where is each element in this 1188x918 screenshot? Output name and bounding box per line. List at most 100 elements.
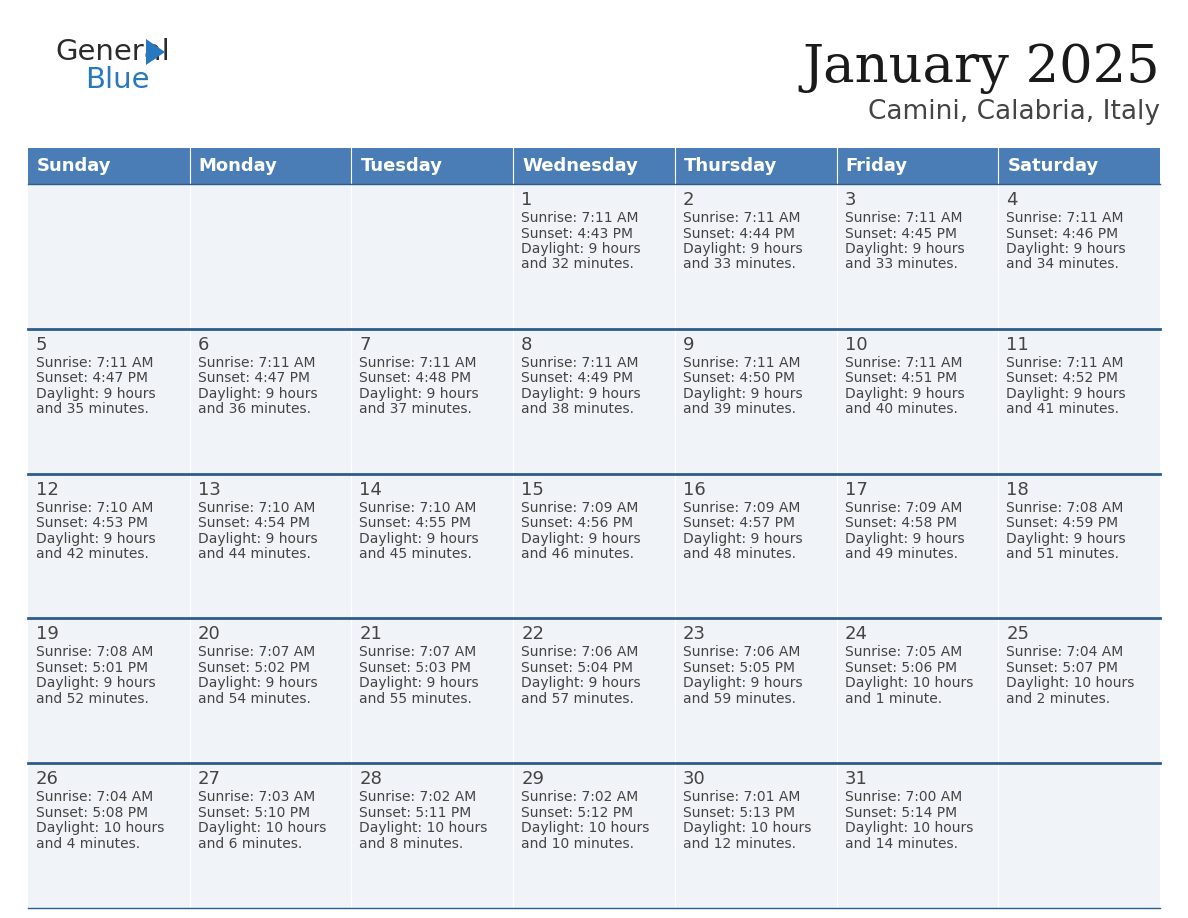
- Text: Sunrise: 7:11 AM: Sunrise: 7:11 AM: [522, 356, 639, 370]
- Text: Sunset: 4:51 PM: Sunset: 4:51 PM: [845, 371, 956, 386]
- Bar: [513, 184, 675, 329]
- Text: Friday: Friday: [846, 157, 908, 175]
- Bar: [352, 619, 513, 763]
- Text: Daylight: 9 hours: Daylight: 9 hours: [522, 386, 640, 401]
- Text: Daylight: 10 hours: Daylight: 10 hours: [360, 822, 488, 835]
- Text: Daylight: 9 hours: Daylight: 9 hours: [36, 386, 156, 401]
- Bar: [190, 619, 352, 763]
- Bar: [513, 329, 675, 474]
- Text: 20: 20: [197, 625, 221, 644]
- Bar: [352, 474, 513, 619]
- Text: Sunrise: 7:11 AM: Sunrise: 7:11 AM: [522, 211, 639, 225]
- Text: and 32 minutes.: and 32 minutes.: [522, 258, 634, 272]
- Bar: [29, 763, 190, 908]
- Text: Sunset: 5:04 PM: Sunset: 5:04 PM: [522, 661, 633, 675]
- Text: Sunset: 4:59 PM: Sunset: 4:59 PM: [1006, 516, 1118, 530]
- Text: Sunset: 4:56 PM: Sunset: 4:56 PM: [522, 516, 633, 530]
- Text: and 38 minutes.: and 38 minutes.: [522, 402, 634, 416]
- Text: Blue: Blue: [86, 66, 150, 94]
- Text: 30: 30: [683, 770, 706, 789]
- Text: Daylight: 9 hours: Daylight: 9 hours: [522, 677, 640, 690]
- Text: Daylight: 9 hours: Daylight: 9 hours: [197, 532, 317, 545]
- Text: 13: 13: [197, 481, 221, 498]
- Bar: [190, 329, 352, 474]
- Text: 8: 8: [522, 336, 532, 353]
- Text: and 36 minutes.: and 36 minutes.: [197, 402, 311, 416]
- Text: Sunset: 5:02 PM: Sunset: 5:02 PM: [197, 661, 310, 675]
- Text: 21: 21: [360, 625, 383, 644]
- Text: and 14 minutes.: and 14 minutes.: [845, 836, 958, 851]
- Text: Daylight: 9 hours: Daylight: 9 hours: [683, 242, 802, 256]
- Text: 16: 16: [683, 481, 706, 498]
- Bar: [836, 148, 998, 184]
- Text: and 6 minutes.: and 6 minutes.: [197, 836, 302, 851]
- Text: January 2025: January 2025: [802, 42, 1159, 94]
- Bar: [29, 619, 190, 763]
- Text: and 33 minutes.: and 33 minutes.: [845, 258, 958, 272]
- Text: and 57 minutes.: and 57 minutes.: [522, 692, 634, 706]
- Text: and 49 minutes.: and 49 minutes.: [845, 547, 958, 561]
- Text: 7: 7: [360, 336, 371, 353]
- Text: Camini, Calabria, Italy: Camini, Calabria, Italy: [868, 99, 1159, 125]
- Bar: [675, 763, 836, 908]
- Bar: [836, 619, 998, 763]
- Text: Sunrise: 7:08 AM: Sunrise: 7:08 AM: [1006, 500, 1124, 515]
- Text: 23: 23: [683, 625, 706, 644]
- Bar: [29, 184, 190, 329]
- Bar: [352, 148, 513, 184]
- Text: Sunrise: 7:11 AM: Sunrise: 7:11 AM: [683, 211, 801, 225]
- Text: Sunrise: 7:11 AM: Sunrise: 7:11 AM: [36, 356, 153, 370]
- Text: Daylight: 9 hours: Daylight: 9 hours: [845, 532, 965, 545]
- Text: Sunset: 5:07 PM: Sunset: 5:07 PM: [1006, 661, 1118, 675]
- Text: Sunset: 5:10 PM: Sunset: 5:10 PM: [197, 806, 310, 820]
- Bar: [190, 474, 352, 619]
- Text: Sunset: 4:58 PM: Sunset: 4:58 PM: [845, 516, 956, 530]
- Text: 31: 31: [845, 770, 867, 789]
- Text: Sunrise: 7:07 AM: Sunrise: 7:07 AM: [360, 645, 476, 659]
- Text: Daylight: 10 hours: Daylight: 10 hours: [197, 822, 326, 835]
- Text: 19: 19: [36, 625, 59, 644]
- Text: Monday: Monday: [198, 157, 278, 175]
- Text: Sunrise: 7:10 AM: Sunrise: 7:10 AM: [360, 500, 476, 515]
- Bar: [836, 474, 998, 619]
- Bar: [836, 329, 998, 474]
- Bar: [675, 619, 836, 763]
- Text: and 41 minutes.: and 41 minutes.: [1006, 402, 1119, 416]
- Text: and 55 minutes.: and 55 minutes.: [360, 692, 473, 706]
- Text: Daylight: 9 hours: Daylight: 9 hours: [197, 386, 317, 401]
- Polygon shape: [146, 39, 165, 65]
- Text: and 59 minutes.: and 59 minutes.: [683, 692, 796, 706]
- Bar: [190, 148, 352, 184]
- Text: 27: 27: [197, 770, 221, 789]
- Text: Daylight: 10 hours: Daylight: 10 hours: [36, 822, 164, 835]
- Bar: [836, 184, 998, 329]
- Text: Daylight: 9 hours: Daylight: 9 hours: [36, 677, 156, 690]
- Text: Sunset: 4:50 PM: Sunset: 4:50 PM: [683, 371, 795, 386]
- Text: Sunset: 4:47 PM: Sunset: 4:47 PM: [197, 371, 310, 386]
- Text: 10: 10: [845, 336, 867, 353]
- Text: Daylight: 9 hours: Daylight: 9 hours: [360, 532, 479, 545]
- Text: Sunrise: 7:11 AM: Sunrise: 7:11 AM: [1006, 211, 1124, 225]
- Text: and 37 minutes.: and 37 minutes.: [360, 402, 473, 416]
- Text: Sunset: 4:57 PM: Sunset: 4:57 PM: [683, 516, 795, 530]
- Text: Daylight: 9 hours: Daylight: 9 hours: [845, 386, 965, 401]
- Text: Sunset: 4:48 PM: Sunset: 4:48 PM: [360, 371, 472, 386]
- Text: Sunrise: 7:01 AM: Sunrise: 7:01 AM: [683, 790, 801, 804]
- Text: Sunrise: 7:02 AM: Sunrise: 7:02 AM: [360, 790, 476, 804]
- Text: Sunset: 4:47 PM: Sunset: 4:47 PM: [36, 371, 148, 386]
- Text: Daylight: 9 hours: Daylight: 9 hours: [1006, 532, 1126, 545]
- Text: Sunset: 5:05 PM: Sunset: 5:05 PM: [683, 661, 795, 675]
- Text: Sunset: 4:52 PM: Sunset: 4:52 PM: [1006, 371, 1118, 386]
- Text: Sunrise: 7:10 AM: Sunrise: 7:10 AM: [197, 500, 315, 515]
- Bar: [675, 148, 836, 184]
- Text: 6: 6: [197, 336, 209, 353]
- Text: Daylight: 9 hours: Daylight: 9 hours: [197, 677, 317, 690]
- Text: Sunrise: 7:09 AM: Sunrise: 7:09 AM: [845, 500, 962, 515]
- Text: Daylight: 9 hours: Daylight: 9 hours: [1006, 386, 1126, 401]
- Text: 17: 17: [845, 481, 867, 498]
- Text: and 35 minutes.: and 35 minutes.: [36, 402, 148, 416]
- Text: Sunrise: 7:08 AM: Sunrise: 7:08 AM: [36, 645, 153, 659]
- Text: Daylight: 9 hours: Daylight: 9 hours: [522, 242, 640, 256]
- Text: 12: 12: [36, 481, 59, 498]
- Text: Daylight: 9 hours: Daylight: 9 hours: [683, 532, 802, 545]
